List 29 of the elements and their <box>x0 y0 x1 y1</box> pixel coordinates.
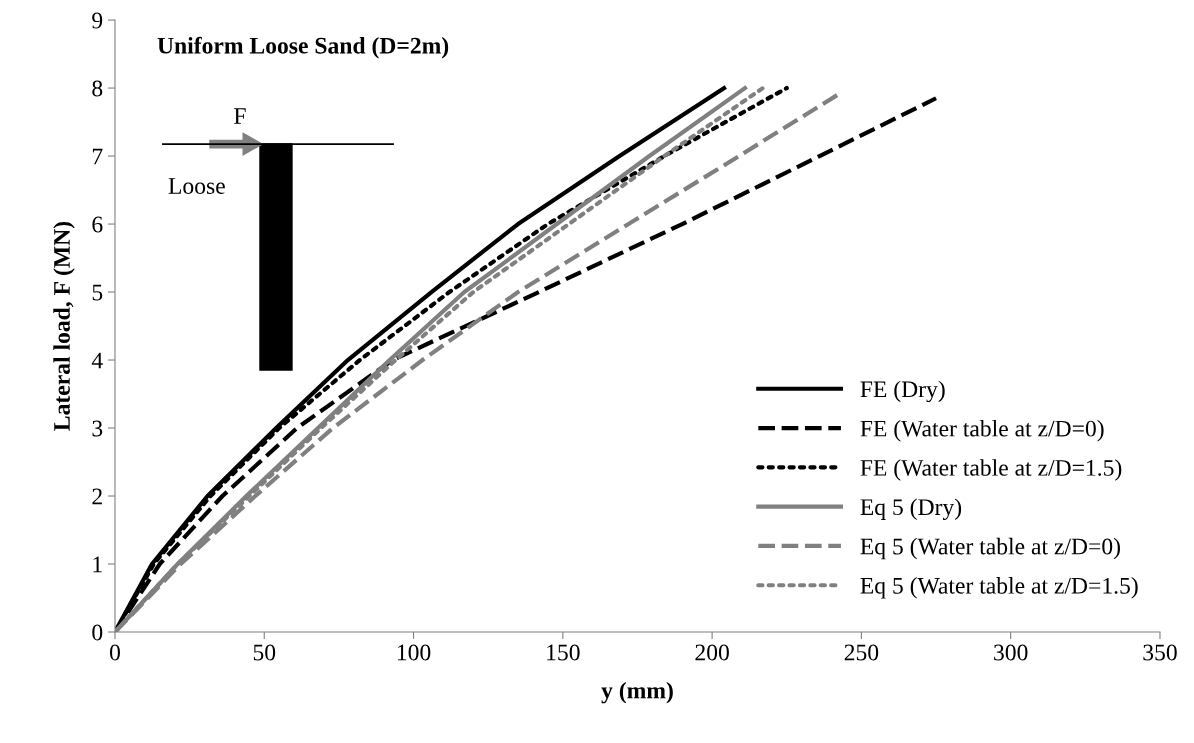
legend-label: FE (Dry) <box>860 380 945 403</box>
y-tick-label: 6 <box>92 216 103 233</box>
x-tick-label: 100 <box>397 644 431 661</box>
x-tick-label: 350 <box>1143 644 1177 661</box>
x-tick-label: 50 <box>253 644 276 661</box>
annotation: Loose <box>168 178 225 194</box>
annotation: F <box>234 108 246 124</box>
y-tick-label: 2 <box>92 488 102 505</box>
x-tick-label: 250 <box>844 644 879 661</box>
y-tick-label: 9 <box>92 12 103 29</box>
y-tick-label: 1 <box>93 556 102 573</box>
text: Uniform Loose Sand (D=2m) <box>157 36 449 59</box>
x-tick-label: 200 <box>695 644 729 661</box>
y-tick-label: 3 <box>92 420 103 437</box>
y-tick-label: 8 <box>92 80 103 97</box>
y-tick-label: 0 <box>92 624 103 641</box>
legend-label: Eq 5 (Water table at z/D=1.5) <box>860 577 1138 599</box>
legend-label: Eq 5 (Water table at z/D=0) <box>860 537 1120 560</box>
x-tick-label: 300 <box>994 644 1028 661</box>
y-tick-label: 7 <box>92 148 103 165</box>
x-tick-label: 0 <box>109 644 120 661</box>
y-tick-label: 4 <box>91 352 103 369</box>
y-axis-title: Lateral load, F (MN) <box>53 221 75 431</box>
y-tick-label: 5 <box>92 284 103 301</box>
legend-label: FE (Water table at z/D=1.5) <box>860 459 1122 481</box>
legend-label: Eq 5 (Dry) <box>860 498 962 520</box>
x-axis-title: y (mm) <box>601 681 673 704</box>
x-tick-label: 150 <box>547 644 580 661</box>
legend-label: FE (Water table at z/D=0) <box>860 419 1104 442</box>
